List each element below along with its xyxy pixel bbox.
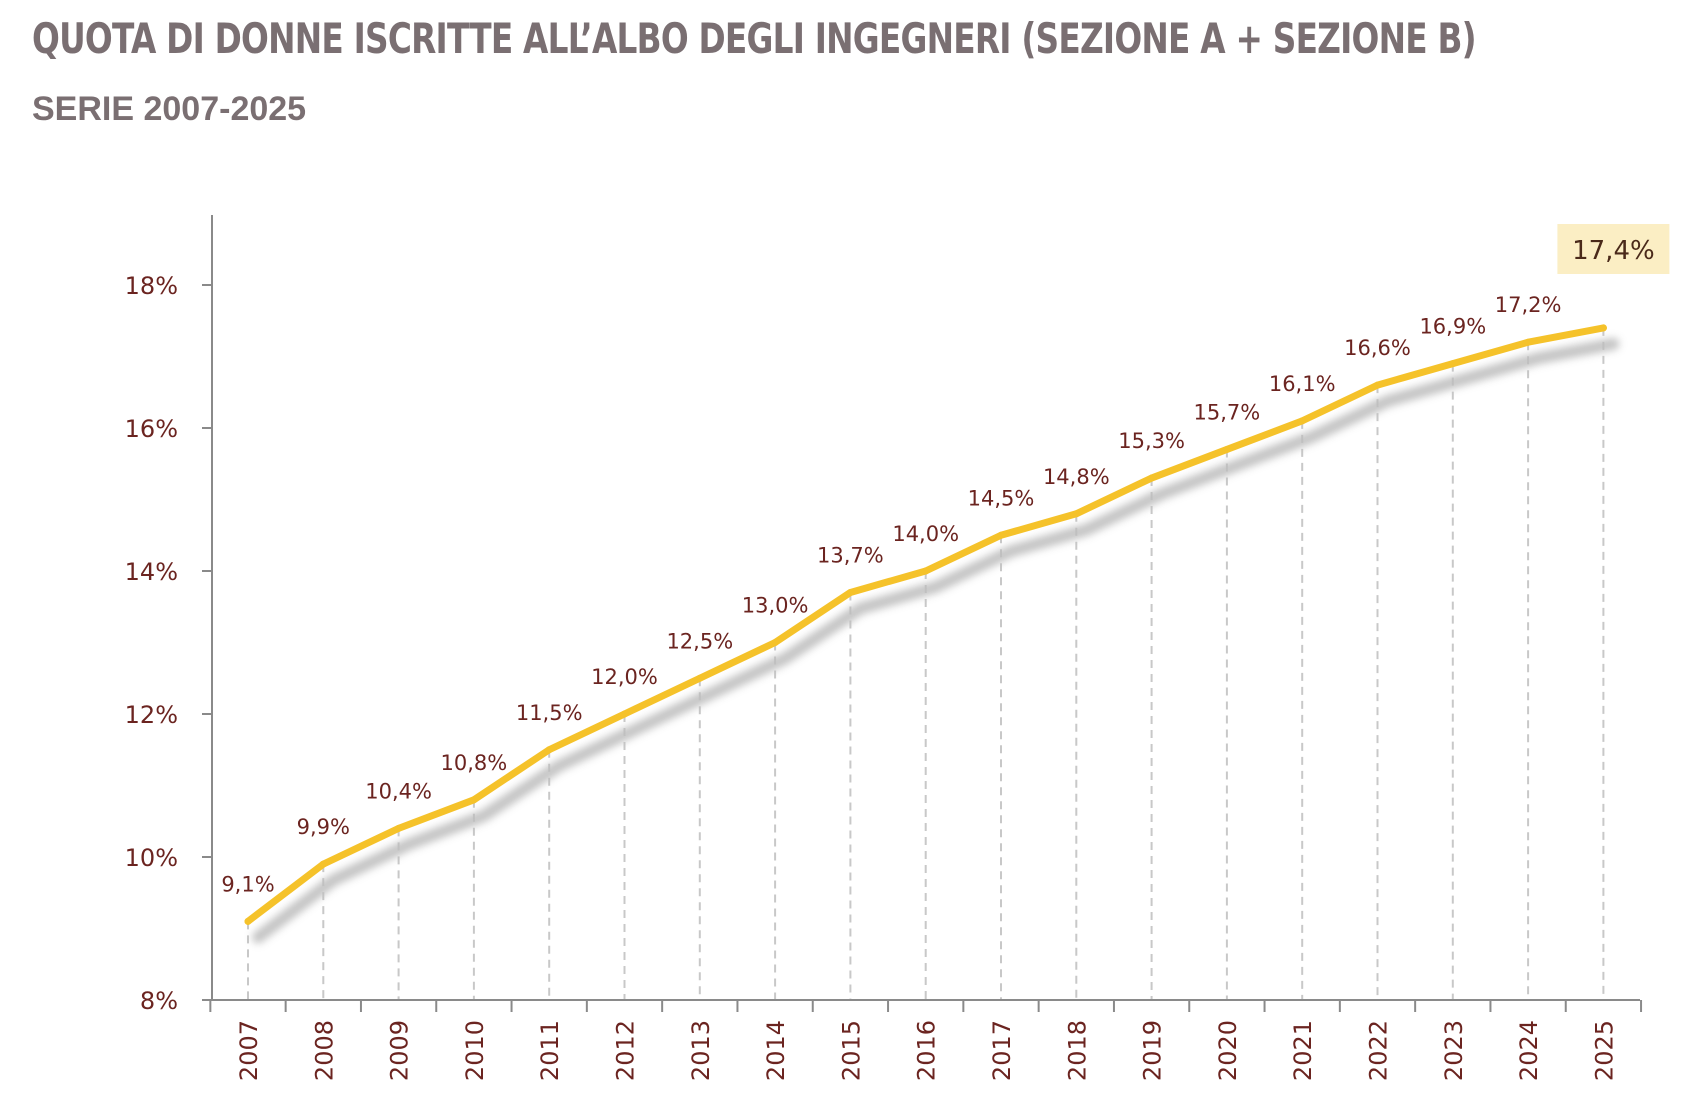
data-point: [846, 588, 854, 596]
series-shadow: [252, 337, 1620, 944]
x-tick-label: 2021: [1289, 1020, 1317, 1081]
data-label: 10,4%: [365, 779, 432, 803]
y-tick-label: 16%: [125, 415, 178, 443]
y-tick-label: 8%: [140, 987, 178, 1015]
data-point: [1374, 381, 1381, 389]
x-tick-label: 2014: [762, 1020, 790, 1081]
x-tick-label: 2012: [612, 1020, 640, 1081]
x-tick-label: 2023: [1440, 1020, 1468, 1081]
data-point: [545, 746, 553, 754]
data-point: [1449, 360, 1457, 368]
data-point: [1599, 324, 1607, 332]
y-tick-label: 14%: [125, 558, 178, 586]
y-tick-label: 10%: [125, 844, 178, 872]
data-point: [1072, 510, 1080, 518]
data-point: [319, 860, 327, 868]
x-tick-label: 2025: [1590, 1020, 1618, 1081]
data-label: 12,5%: [666, 629, 733, 653]
data-label: 13,7%: [817, 543, 884, 567]
y-tick-label: 12%: [125, 701, 178, 729]
x-tick-label: 2020: [1214, 1020, 1242, 1081]
highlight-label-box: [1557, 224, 1670, 274]
x-tick-label: 2008: [310, 1020, 338, 1081]
x-tick-label: 2019: [1139, 1020, 1167, 1081]
chart-subtitle: SERIE 2007-2025: [32, 90, 307, 128]
data-point: [1148, 474, 1156, 482]
data-label: 9,9%: [297, 815, 350, 839]
data-label: 15,3%: [1118, 429, 1185, 453]
data-label: 14,8%: [1043, 465, 1110, 489]
data-label: 10,8%: [441, 751, 508, 775]
x-tick-label: 2011: [536, 1020, 564, 1081]
y-tick-label: 18%: [125, 272, 178, 300]
data-point: [244, 917, 252, 925]
x-tick-label: 2015: [837, 1020, 865, 1081]
x-tick-label: 2016: [913, 1020, 941, 1081]
data-label: 12,0%: [591, 665, 658, 689]
data-point: [470, 796, 478, 804]
x-tick-label: 2024: [1515, 1020, 1543, 1081]
data-label: 16,9%: [1419, 315, 1486, 339]
x-tick-label: 2007: [235, 1020, 263, 1081]
data-point: [696, 674, 704, 682]
data-point: [1524, 338, 1532, 346]
data-point: [1298, 417, 1306, 425]
data-label: 16,6%: [1344, 336, 1411, 360]
x-tick-label: 2022: [1365, 1020, 1393, 1081]
chart-title: QUOTA DI DONNE ISCRITTE ALL’ALBO DEGLI I…: [32, 14, 1477, 63]
x-tick-label: 2010: [461, 1020, 489, 1081]
data-label: 17,2%: [1495, 293, 1562, 317]
data-label: 9,1%: [221, 872, 274, 896]
data-point: [771, 639, 779, 646]
x-tick-label: 2018: [1063, 1020, 1091, 1081]
data-label: 17,4%: [1572, 236, 1655, 266]
data-label: 14,5%: [968, 486, 1035, 510]
data-point: [621, 710, 628, 718]
data-label: 14,0%: [892, 522, 959, 546]
data-point: [997, 531, 1005, 539]
data-label: 13,0%: [742, 594, 809, 618]
x-tick-label: 2009: [386, 1020, 414, 1081]
x-tick-label: 2013: [687, 1020, 715, 1081]
data-point: [922, 567, 930, 575]
data-point: [1223, 445, 1231, 453]
data-label: 11,5%: [516, 701, 583, 725]
data-label: 15,7%: [1194, 400, 1261, 424]
data-label: 16,1%: [1269, 372, 1336, 396]
data-point: [395, 824, 403, 832]
x-tick-label: 2017: [988, 1020, 1016, 1081]
